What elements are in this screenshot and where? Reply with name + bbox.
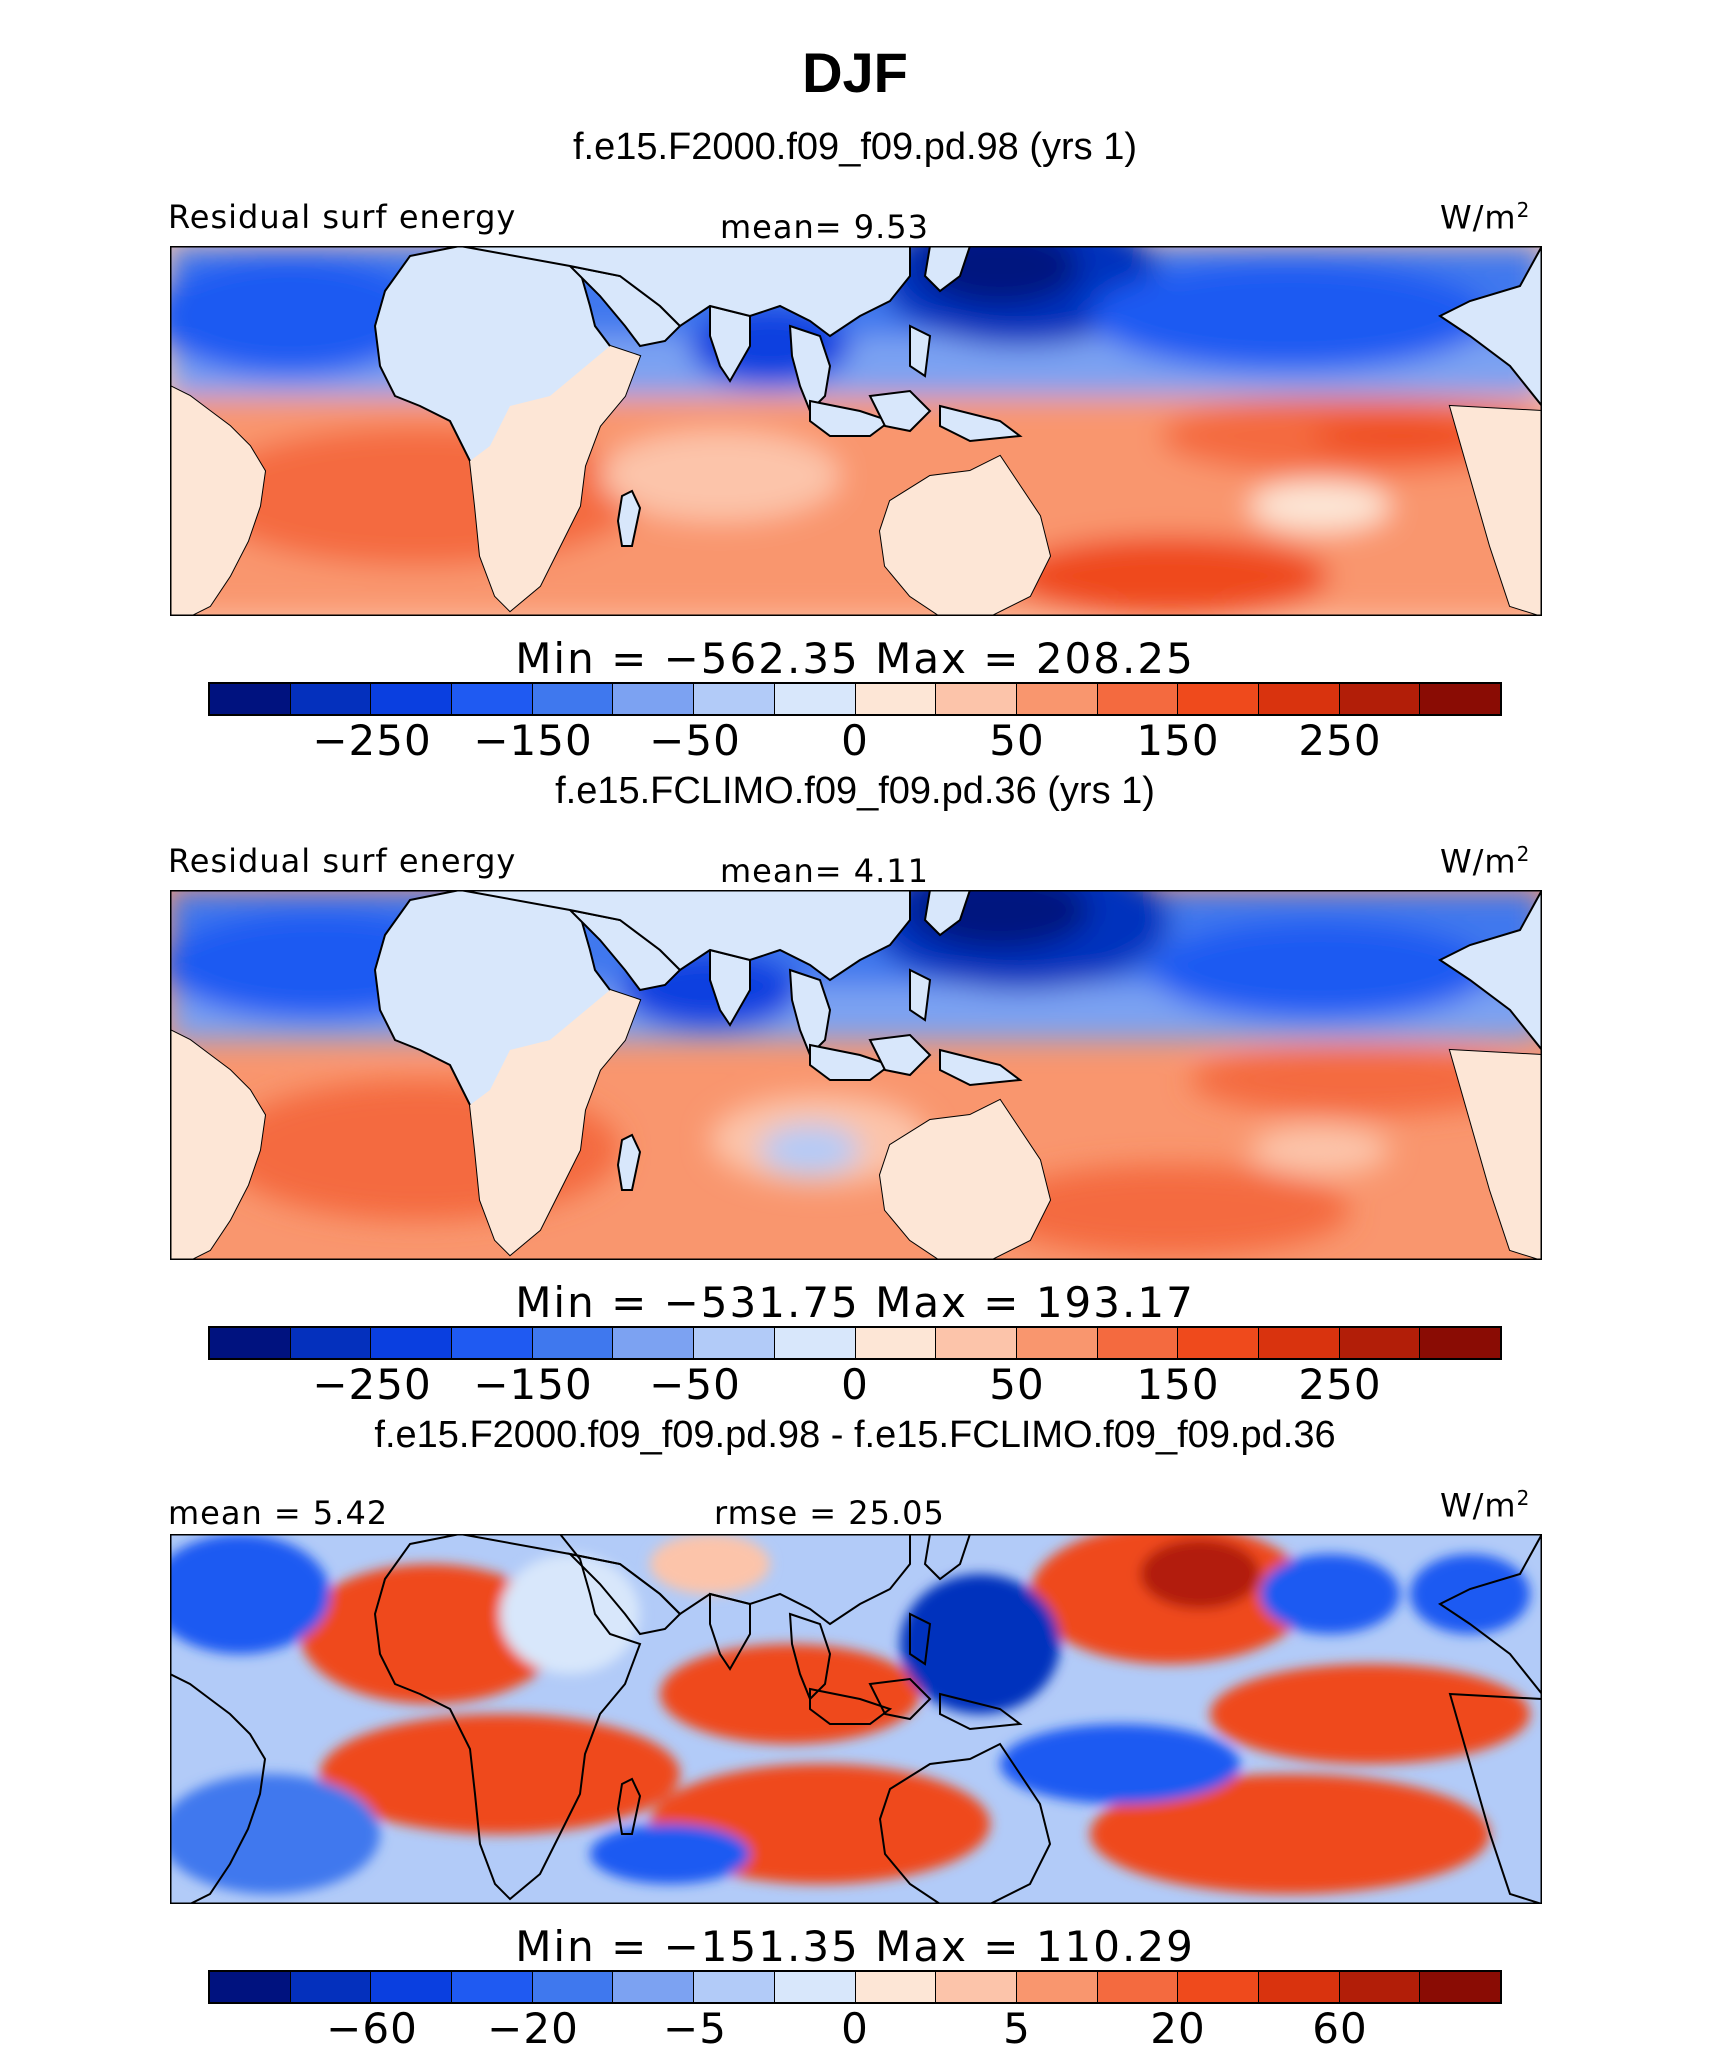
colorbar-2-segment-14: [1258, 1328, 1340, 1358]
colorbar-2-segment-1: [210, 1328, 291, 1358]
panel-1-tick-7: 250: [1298, 716, 1382, 765]
colorbar-2-segment-10: [936, 1328, 1017, 1358]
panel-1-tick-5: 50: [989, 716, 1045, 765]
colorbar-3-segment-5: [532, 1972, 614, 2002]
panel-2-mean-label: mean= 4.11: [720, 852, 929, 890]
panel-3-tick-7: 60: [1312, 2004, 1368, 2053]
panel-1-units-label: W/m2: [1440, 198, 1531, 237]
colorbar-3-segment-8: [774, 1972, 856, 2002]
panel-3-colorbar: [208, 1970, 1502, 2004]
colorbar-2-segment-15: [1339, 1328, 1421, 1358]
panel-2-tick-2: −150: [473, 1360, 593, 1409]
panel-1-tick-1: −250: [312, 716, 432, 765]
panel-2-tick-3: −50: [649, 1360, 741, 1409]
colorbar-2-segment-12: [1097, 1328, 1179, 1358]
panel-3-tick-4: 0: [841, 2004, 869, 2053]
colorbar-3-segment-16: [1420, 1972, 1500, 2002]
panel-3-tick-5: 5: [1003, 2004, 1031, 2053]
colorbar-2-segment-13: [1178, 1328, 1259, 1358]
colorbar-3-segment-6: [613, 1972, 695, 2002]
colorbar-3-segment-10: [936, 1972, 1017, 2002]
panel-1-tick-2: −150: [473, 716, 593, 765]
panel-2-tick-4: 0: [841, 1360, 869, 1409]
colorbar-3-segment-12: [1097, 1972, 1179, 2002]
colorbar-2-segment-16: [1420, 1328, 1500, 1358]
colorbar-3-segment-7: [694, 1972, 775, 2002]
colorbar-2-segment-7: [694, 1328, 775, 1358]
colorbar-2-segment-8: [774, 1328, 856, 1358]
colorbar-1-segment-4: [452, 684, 533, 714]
colorbar-1-segment-3: [371, 684, 453, 714]
panel-1-minmax: Min = −562.35 Max = 208.25: [515, 634, 1195, 683]
panel-3-tick-6: 20: [1150, 2004, 1206, 2053]
colorbar-1-segment-9: [855, 684, 937, 714]
panel-3-tick-3: −5: [663, 2004, 727, 2053]
panel-1-mean-label: mean= 9.53: [720, 208, 929, 246]
colorbar-2-segment-9: [855, 1328, 937, 1358]
panel-2-colorbar: [208, 1326, 1502, 1360]
panel-3-map: [170, 1534, 1542, 1904]
colorbar-3-segment-2: [290, 1972, 372, 2002]
panel-3-units-label: W/m2: [1440, 1486, 1531, 1525]
colorbar-3-segment-15: [1339, 1972, 1421, 2002]
colorbar-2-segment-11: [1016, 1328, 1098, 1358]
colorbar-1-segment-16: [1420, 684, 1500, 714]
colorbar-1-segment-8: [774, 684, 856, 714]
panel-3-subtitle: f.e15.F2000.f09_f09.pd.98 - f.e15.FCLIMO…: [374, 1414, 1336, 1456]
panel-2-map: [170, 890, 1542, 1260]
colorbar-3-segment-1: [210, 1972, 291, 2002]
panel-1-subtitle: f.e15.F2000.f09_f09.pd.98 (yrs 1): [572, 126, 1138, 168]
colorbar-1-segment-14: [1258, 684, 1340, 714]
panel-1-variable-label: Residual surf energy: [168, 198, 517, 236]
colorbar-1-segment-7: [694, 684, 775, 714]
colorbar-3-segment-14: [1258, 1972, 1340, 2002]
panel-2-tick-7: 250: [1298, 1360, 1382, 1409]
colorbar-2-segment-6: [613, 1328, 695, 1358]
panel-3-mean-label: mean = 5.42: [168, 1494, 389, 1532]
panel-1-colorbar: [208, 682, 1502, 716]
colorbar-3-segment-13: [1178, 1972, 1259, 2002]
colorbar-2-segment-2: [290, 1328, 372, 1358]
panel-3-rmse-label: rmse = 25.05: [714, 1494, 945, 1532]
panel-2-tick-5: 50: [989, 1360, 1045, 1409]
colorbar-3-segment-9: [855, 1972, 937, 2002]
panel-3-tick-1: −60: [326, 2004, 418, 2053]
panel-2-variable-label: Residual surf energy: [168, 842, 517, 880]
panel-2-subtitle: f.e15.FCLIMO.f09_f09.pd.36 (yrs 1): [555, 770, 1155, 812]
colorbar-3-segment-4: [452, 1972, 533, 2002]
colorbar-1-segment-10: [936, 684, 1017, 714]
colorbar-3-segment-11: [1016, 1972, 1098, 2002]
colorbar-3-segment-3: [371, 1972, 453, 2002]
panel-3-tick-2: −20: [487, 2004, 579, 2053]
panel-1-tick-3: −50: [649, 716, 741, 765]
panel-2-minmax: Min = −531.75 Max = 193.17: [515, 1278, 1195, 1327]
colorbar-1-segment-5: [532, 684, 614, 714]
colorbar-2-segment-5: [532, 1328, 614, 1358]
colorbar-1-segment-13: [1178, 684, 1259, 714]
page-title: DJF: [802, 41, 908, 104]
panel-3-minmax: Min = −151.35 Max = 110.29: [515, 1922, 1195, 1971]
colorbar-2-segment-3: [371, 1328, 453, 1358]
panel-1-tick-4: 0: [841, 716, 869, 765]
colorbar-1-segment-2: [290, 684, 372, 714]
colorbar-1-segment-11: [1016, 684, 1098, 714]
panel-1-tick-6: 150: [1136, 716, 1220, 765]
panel-1-map: [170, 246, 1542, 616]
panel-2-tick-1: −250: [312, 1360, 432, 1409]
panel-2-units-label: W/m2: [1440, 842, 1531, 881]
colorbar-1-segment-15: [1339, 684, 1421, 714]
panel-2-tick-6: 150: [1136, 1360, 1220, 1409]
colorbar-1-segment-6: [613, 684, 695, 714]
colorbar-2-segment-4: [452, 1328, 533, 1358]
colorbar-1-segment-1: [210, 684, 291, 714]
colorbar-1-segment-12: [1097, 684, 1179, 714]
